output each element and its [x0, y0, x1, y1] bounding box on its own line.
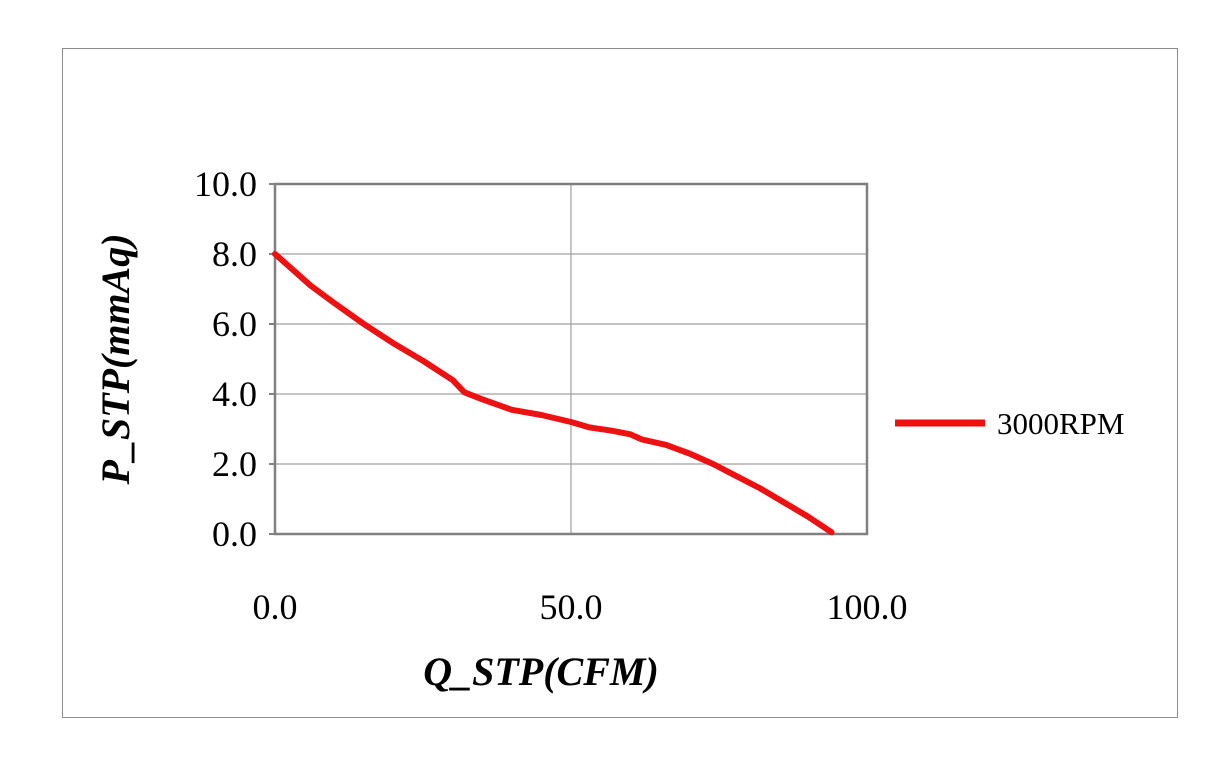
y-tick-label: 10.0: [194, 164, 257, 204]
y-axis-tick-labels: 0.0 2.0 4.0 6.0 8.0 10.0: [194, 164, 275, 554]
chart-frame: 0.0 2.0 4.0 6.0 8.0 10.0 0.0 50.0 100.0 Q_STP(C…: [62, 48, 1178, 718]
x-axis-tick-labels: 0.0 50.0 100.0: [253, 587, 908, 627]
x-tick-label: 100.0: [827, 587, 908, 627]
legend: 3000RPM: [895, 406, 1124, 441]
x-axis-title: Q_STP(CFM): [423, 649, 659, 694]
grid-layer: [275, 184, 867, 534]
y-axis-title: P_STP(mmAq): [93, 233, 138, 485]
series-layer: [272, 251, 835, 536]
series-line-3000rpm: [272, 251, 835, 536]
plot-area-border: [273, 182, 869, 536]
x-tick-label: 50.0: [540, 587, 603, 627]
y-tick-label: 0.0: [212, 514, 257, 554]
x-tick-label: 0.0: [253, 587, 298, 627]
chart-svg: 0.0 2.0 4.0 6.0 8.0 10.0 0.0 50.0 100.0 Q_STP(C…: [93, 164, 1124, 694]
y-tick-label: 2.0: [212, 444, 257, 484]
legend-label-3000rpm: 3000RPM: [997, 406, 1124, 441]
y-tick-label: 6.0: [212, 304, 257, 344]
y-tick-label: 4.0: [212, 374, 257, 414]
y-tick-label: 8.0: [212, 234, 257, 274]
